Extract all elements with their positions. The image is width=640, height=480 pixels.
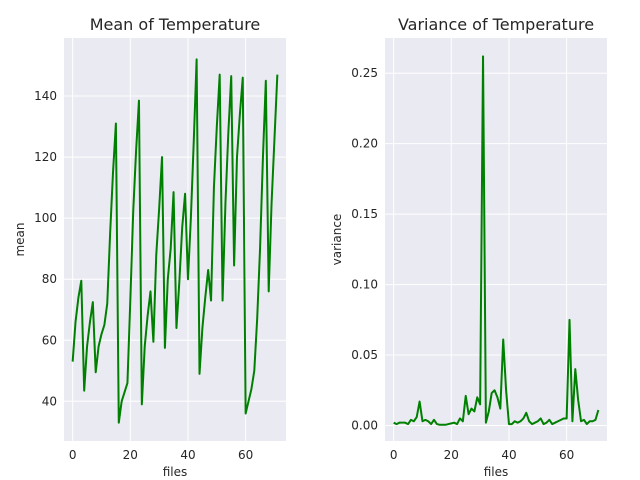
y-tick-label: 0.05	[351, 348, 378, 362]
y-tick-label: 100	[34, 211, 57, 225]
y-tick-label: 0.10	[351, 278, 378, 292]
y-tick-label: 60	[42, 333, 57, 347]
x-tick-label: 40	[501, 448, 516, 462]
x-tick-label: 60	[238, 448, 253, 462]
chart-panel-1: 0 20 40 60 40 60 80 100 120 140 Mean of Temperatur…	[13, 15, 286, 479]
x-axis-label: files	[484, 465, 509, 479]
y-tick-label: 80	[42, 272, 57, 286]
series-line	[71, 58, 279, 424]
y-tick-label: 0.20	[351, 137, 378, 151]
y-tick-label: 0.25	[351, 66, 378, 80]
x-tick-label: 20	[123, 448, 138, 462]
x-tick-label: 60	[559, 448, 574, 462]
x-tick-label: 0	[390, 448, 398, 462]
y-tick-label: 140	[34, 89, 57, 103]
y-axis-label: variance	[330, 214, 344, 266]
y-tick-label: 120	[34, 150, 57, 164]
x-tick-label: 40	[180, 448, 195, 462]
chart-panel-2: 0 20 40 60 0.00 0.05 0.10 0.15 0.20 0.25 Variance …	[330, 15, 607, 479]
x-tick-label: 20	[444, 448, 459, 462]
x-tick-label: 0	[69, 448, 77, 462]
y-axis-label: mean	[13, 222, 27, 256]
chart-title: Variance of Temperature	[398, 15, 594, 34]
y-tick-label: 40	[42, 394, 57, 408]
plot-area	[385, 38, 607, 441]
chart-title: Mean of Temperature	[90, 15, 261, 34]
x-axis-label: files	[163, 465, 188, 479]
series-line	[393, 55, 600, 426]
y-tick-label: 0.15	[351, 207, 378, 221]
y-tick-label: 0.00	[351, 419, 378, 433]
